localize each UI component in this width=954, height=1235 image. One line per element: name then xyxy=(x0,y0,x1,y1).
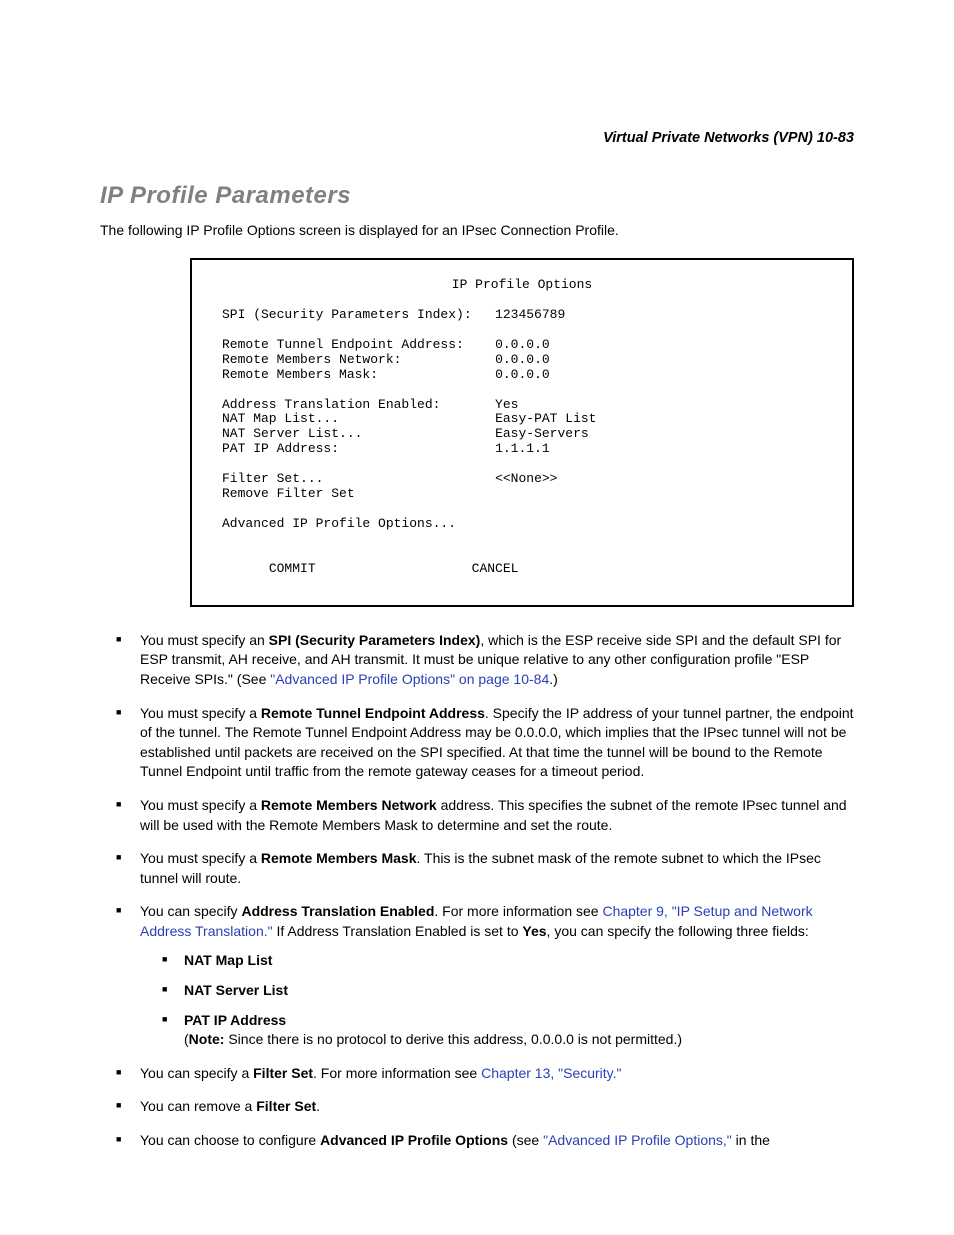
bullet-remove-filter-set: You can remove a Filter Set. xyxy=(116,1097,854,1117)
bold-term: Filter Set xyxy=(253,1065,313,1081)
bullet-spi: You must specify an SPI (Security Parame… xyxy=(116,631,854,690)
commit-button: COMMIT xyxy=(269,561,316,576)
sub-bullet-list: NAT Map List NAT Server List PAT IP Addr… xyxy=(162,951,854,1049)
bullet-filter-set: You can specify a Filter Set. For more i… xyxy=(116,1064,854,1084)
terminal-title: IP Profile Options xyxy=(222,278,822,293)
bold-term: NAT Map List xyxy=(184,952,272,968)
text: You can choose to configure xyxy=(140,1132,320,1148)
pat-value: 1.1.1.1 xyxy=(495,441,550,456)
bold-term: Remote Members Network xyxy=(261,797,437,813)
bold-term: NAT Server List xyxy=(184,982,288,998)
nml-value: Easy-PAT List xyxy=(495,411,596,426)
rmn-value: 0.0.0.0 xyxy=(495,352,550,367)
text: .) xyxy=(549,671,558,687)
bold-term: PAT IP Address xyxy=(184,1012,286,1028)
text: You must specify an xyxy=(140,632,269,648)
spi-value: 123456789 xyxy=(495,307,565,322)
text: You must specify a xyxy=(140,705,261,721)
text: Since there is no protocol to derive thi… xyxy=(224,1031,682,1047)
bold-term: Remote Tunnel Endpoint Address xyxy=(261,705,485,721)
text: You must specify a xyxy=(140,850,261,866)
bold-term: Yes xyxy=(522,923,546,939)
text: . For more information see xyxy=(434,903,602,919)
text: . For more information see xyxy=(313,1065,481,1081)
link-chapter-13[interactable]: Chapter 13, "Security." xyxy=(481,1065,621,1081)
bold-term: Advanced IP Profile Options xyxy=(320,1132,508,1148)
nsl-label: NAT Server List... xyxy=(222,426,362,441)
bold-term: Remote Members Mask xyxy=(261,850,417,866)
rmn-label: Remote Members Network: xyxy=(222,352,401,367)
link-advanced-ip[interactable]: "Advanced IP Profile Options" on page 10… xyxy=(270,671,549,687)
bullet-remote-tunnel: You must specify a Remote Tunnel Endpoin… xyxy=(116,704,854,782)
intro-paragraph: The following IP Profile Options screen … xyxy=(100,222,854,238)
running-header: Virtual Private Networks (VPN) 10-83 xyxy=(100,130,854,146)
text: You can specify xyxy=(140,903,241,919)
fs-value: <<None>> xyxy=(495,471,557,486)
bullet-remote-members-network: You must specify a Remote Members Networ… xyxy=(116,796,854,835)
pat-label: PAT IP Address: xyxy=(222,441,339,456)
bold-term: SPI (Security Parameters Index) xyxy=(269,632,481,648)
spi-label: SPI (Security Parameters Index): xyxy=(222,307,472,322)
link-advanced-ip-2[interactable]: "Advanced IP Profile Options," xyxy=(543,1132,732,1148)
sub-nat-map: NAT Map List xyxy=(162,951,854,971)
ate-label: Address Translation Enabled: xyxy=(222,397,440,412)
rmm-label: Remote Members Mask: xyxy=(222,367,378,382)
bold-term: Filter Set xyxy=(256,1098,316,1114)
text: (see xyxy=(508,1132,543,1148)
bold-term: Address Translation Enabled xyxy=(241,903,434,919)
text: You must specify a xyxy=(140,797,261,813)
section-title: IP Profile Parameters xyxy=(100,182,854,210)
rfs-label: Remove Filter Set xyxy=(222,486,355,501)
bullet-advanced-ip: You can choose to configure Advanced IP … xyxy=(116,1131,854,1151)
nml-label: NAT Map List... xyxy=(222,411,339,426)
sub-pat-ip: PAT IP Address(Note: Since there is no p… xyxy=(162,1011,854,1050)
note-label: Note: xyxy=(189,1031,225,1047)
text: You can remove a xyxy=(140,1098,256,1114)
page: Virtual Private Networks (VPN) 10-83 IP … xyxy=(0,0,954,1235)
rte-value: 0.0.0.0 xyxy=(495,337,550,352)
sub-nat-server: NAT Server List xyxy=(162,981,854,1001)
rmm-value: 0.0.0.0 xyxy=(495,367,550,382)
text: in the xyxy=(732,1132,770,1148)
fs-label: Filter Set... xyxy=(222,471,323,486)
text: , you can specify the following three fi… xyxy=(547,923,809,939)
text: . xyxy=(316,1098,320,1114)
bullet-address-translation: You can specify Address Translation Enab… xyxy=(116,902,854,1050)
ate-value: Yes xyxy=(495,397,518,412)
nsl-value: Easy-Servers xyxy=(495,426,589,441)
terminal-screen: IP Profile Options SPI (Security Paramet… xyxy=(190,258,854,607)
cancel-button: CANCEL xyxy=(472,561,519,576)
adv-label: Advanced IP Profile Options... xyxy=(222,516,456,531)
bullet-remote-members-mask: You must specify a Remote Members Mask. … xyxy=(116,849,854,888)
bullet-list: You must specify an SPI (Security Parame… xyxy=(116,631,854,1151)
text: If Address Translation Enabled is set to xyxy=(273,923,523,939)
rte-label: Remote Tunnel Endpoint Address: xyxy=(222,337,464,352)
text: You can specify a xyxy=(140,1065,253,1081)
